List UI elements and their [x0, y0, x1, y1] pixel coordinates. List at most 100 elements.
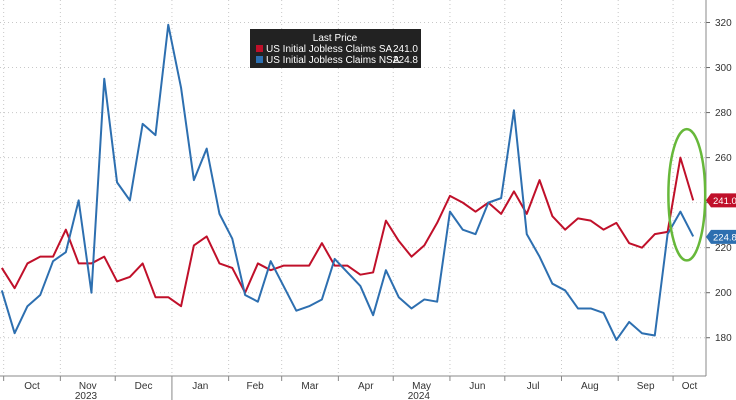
data-point: [551, 283, 553, 285]
data-point: [372, 271, 374, 273]
x-month-label: Oct: [24, 381, 40, 392]
data-point: [193, 179, 195, 181]
data-point: [500, 213, 502, 215]
x-month-label: Aug: [581, 381, 599, 392]
x-month-label: Mar: [301, 381, 319, 392]
data-point: [78, 262, 80, 264]
data-point: [385, 220, 387, 222]
x-year-label: 2023: [75, 391, 98, 400]
data-point: [449, 211, 451, 213]
data-point: [14, 287, 16, 289]
legend-box: [250, 29, 421, 68]
data-point: [257, 301, 259, 303]
data-point: [513, 190, 515, 192]
data-point: [590, 307, 592, 309]
x-month-label: Nov: [79, 381, 97, 392]
data-point: [180, 305, 182, 307]
data-point: [615, 339, 617, 341]
data-point: [129, 276, 131, 278]
data-point: [39, 256, 41, 258]
data-point: [193, 244, 195, 246]
data-point: [283, 285, 285, 287]
data-point: [218, 262, 220, 264]
data-point: [679, 211, 681, 213]
data-point: [334, 265, 336, 267]
last-value-labels: 241.0 224.8: [706, 193, 736, 244]
data-point: [526, 213, 528, 215]
x-month-label: Apr: [358, 381, 374, 392]
x-month-label: Jul: [527, 381, 540, 392]
data-point: [551, 215, 553, 217]
data-point: [116, 181, 118, 183]
last-value-label: 241.0: [713, 196, 736, 207]
data-point: [347, 271, 349, 273]
data-point: [641, 332, 643, 334]
data-point: [641, 247, 643, 249]
data-point: [475, 233, 477, 235]
data-point: [334, 258, 336, 260]
data-point: [26, 305, 28, 307]
data-point: [103, 78, 105, 80]
data-point: [1, 289, 3, 291]
data-point: [423, 244, 425, 246]
data-point: [167, 296, 169, 298]
data-point: [129, 199, 131, 201]
data-point: [295, 310, 297, 312]
data-point: [283, 265, 285, 267]
data-point: [65, 229, 67, 231]
data-point: [603, 229, 605, 231]
data-point: [372, 314, 374, 316]
data-point: [526, 233, 528, 235]
y-tick-label: 180: [715, 333, 732, 344]
data-point: [218, 213, 220, 215]
data-point: [39, 294, 41, 296]
x-month-label: Dec: [135, 381, 153, 392]
data-point: [26, 262, 28, 264]
data-point: [423, 298, 425, 300]
data-point: [564, 289, 566, 291]
data-point: [308, 265, 310, 267]
data-point: [539, 256, 541, 258]
data-point: [231, 267, 233, 269]
data-point: [142, 262, 144, 264]
data-point: [270, 269, 272, 271]
data-point: [692, 235, 694, 237]
data-point: [692, 199, 694, 201]
legend-entry-nsa: US Initial Jobless Claims NSA: [266, 55, 400, 66]
data-point: [359, 285, 361, 287]
last-value-tag: [706, 229, 736, 244]
data-point: [206, 235, 208, 237]
data-point: [154, 134, 156, 136]
data-point: [90, 262, 92, 264]
data-point: [449, 195, 451, 197]
data-point: [654, 334, 656, 336]
data-point: [154, 296, 156, 298]
series-line-sa: [0, 156, 695, 308]
y-tick-label: 320: [715, 18, 732, 29]
legend-swatch-sa: [256, 45, 263, 52]
x-month-label: May: [412, 381, 431, 392]
data-point: [590, 220, 592, 222]
data-point: [475, 211, 477, 213]
data-point: [615, 222, 617, 224]
data-point: [577, 307, 579, 309]
data-point: [78, 199, 80, 201]
data-point: [90, 292, 92, 294]
data-point: [628, 242, 630, 244]
legend-entry-sa: US Initial Jobless Claims SA: [266, 44, 392, 55]
x-month-label: Jan: [192, 381, 208, 392]
data-point: [398, 296, 400, 298]
data-point: [167, 24, 169, 26]
data-point: [321, 242, 323, 244]
data-point: [1, 267, 3, 269]
data-point: [347, 265, 349, 267]
highlight-ellipse: [667, 127, 707, 262]
data-point: [308, 305, 310, 307]
data-point: [257, 262, 259, 264]
data-point: [603, 312, 605, 314]
data-point: [244, 294, 246, 296]
data-point: [180, 87, 182, 89]
y-tick-label: 300: [715, 63, 732, 74]
